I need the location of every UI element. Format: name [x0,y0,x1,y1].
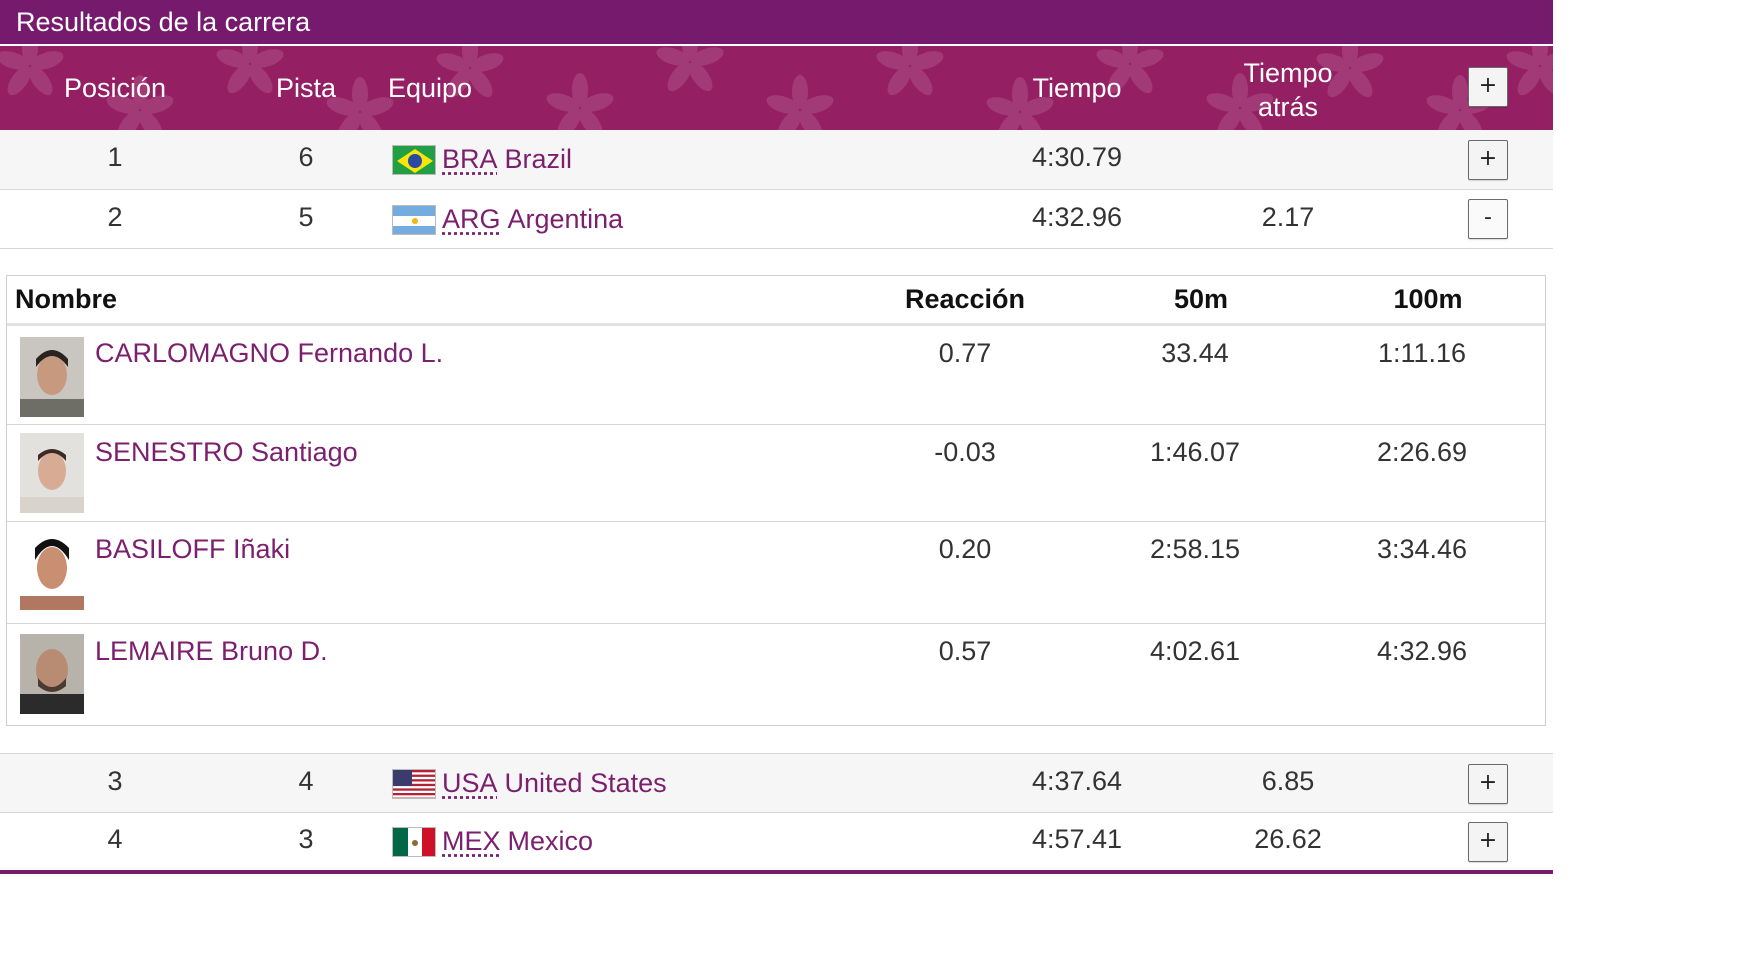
reaction-value: 0.77 [938,338,992,368]
lane-value: 4 [298,766,314,796]
team-cell: MEX Mexico [392,826,593,857]
time-value: 4:32.96 [1031,202,1123,232]
lane-value: 3 [298,824,314,854]
col-50m: 50m [1173,284,1229,314]
col-lane: Pista [275,73,337,103]
table-header: Posición Pista Equipo Tiempo Tiempo atrá… [0,46,1553,130]
split-50m-value: 1:46.07 [1149,437,1241,467]
team-name-link[interactable]: Mexico [507,826,594,856]
athlete-photo [20,433,84,513]
split-50m-value: 4:02.61 [1149,636,1241,666]
mexico-flag-icon [392,826,436,857]
argentina-flag-icon [392,204,436,235]
team-cell: ARG Argentina [392,204,623,235]
usa-flag-icon [392,768,436,799]
team-code-link[interactable]: BRA [442,144,498,174]
position-value: 4 [107,824,123,854]
time-behind-value: 26.62 [1254,824,1322,854]
athlete-row: LEMAIRE Bruno D. 0.57 4:02.61 4:32.96 [7,624,1545,725]
split-100m-value: 4:32.96 [1376,636,1468,666]
split-50m-value: 33.44 [1161,338,1229,368]
table-row: 1 6 BRA Brazil 4:30.79 + [0,130,1553,190]
team-name-link[interactable]: Argentina [507,204,624,234]
athlete-name-link[interactable]: SENESTRO Santiago [95,437,358,467]
team-cell: USA United States [392,768,667,799]
detail-header: Nombre Reacción 50m 100m [7,276,1545,326]
col-position: Posición [63,73,167,103]
expand-row-button[interactable]: + [1468,764,1508,804]
team-code-link[interactable]: USA [442,768,498,798]
athlete-name-link[interactable]: BASILOFF Iñaki [95,534,291,564]
athlete-row: SENESTRO Santiago -0.03 1:46.07 2:26.69 [7,425,1545,522]
team-name-link[interactable]: Brazil [504,144,573,174]
table-bottom-border [0,870,1553,874]
team-code-link[interactable]: ARG [442,204,501,234]
team-cell: BRA Brazil [392,144,572,175]
athlete-row: BASILOFF Iñaki 0.20 2:58.15 3:34.46 [7,522,1545,624]
team-code-link[interactable]: MEX [442,826,501,856]
split-100m-value: 3:34.46 [1376,534,1468,564]
athlete-name-link[interactable]: LEMAIRE Bruno D. [95,636,328,666]
collapse-row-button[interactable]: - [1468,199,1508,239]
athlete-photo [20,337,84,417]
time-behind-value: 6.85 [1261,766,1315,796]
expand-all-button[interactable]: + [1468,67,1508,107]
athlete-name-link[interactable]: CARLOMAGNO Fernando L. [95,338,444,368]
col-time-behind: Tiempo atrás [1243,58,1333,122]
reaction-value: -0.03 [934,437,996,467]
time-value: 4:57.41 [1031,824,1123,854]
athlete-row: CARLOMAGNO Fernando L. 0.77 33.44 1:11.1… [7,326,1545,425]
col-time: Tiempo [1032,73,1122,103]
team-name-link[interactable]: United States [504,768,667,798]
col-team: Equipo [388,73,473,103]
expand-row-button[interactable]: + [1468,140,1508,180]
brazil-flag-icon [392,144,436,175]
time-value: 4:30.79 [1031,142,1123,172]
table-row: 2 5 ARG Argentina 4:32.96 2.17 - [0,190,1553,249]
lane-value: 6 [298,142,314,172]
athlete-photo [20,634,84,714]
athlete-photo [20,530,84,610]
col-name: Nombre [15,284,118,314]
time-behind-value: 2.17 [1261,202,1315,232]
reaction-value: 0.57 [938,636,992,666]
table-row: 3 4 USA United States 4:37.64 6.85 + [0,753,1553,813]
reaction-value: 0.20 [938,534,992,564]
position-value: 1 [107,142,123,172]
lane-value: 5 [298,202,314,232]
position-value: 3 [107,766,123,796]
col-100m: 100m [1393,284,1463,314]
expand-row-button[interactable]: + [1468,822,1508,862]
page-title: Resultados de la carrera [0,0,1553,44]
split-100m-value: 1:11.16 [1377,338,1467,368]
time-value: 4:37.64 [1031,766,1123,796]
table-row: 4 3 MEX Mexico 4:57.41 26.62 + [0,813,1553,870]
split-100m-value: 2:26.69 [1376,437,1468,467]
col-reaction: Reacción [904,284,1026,314]
position-value: 2 [107,202,123,232]
athlete-detail-table: Nombre Reacción 50m 100m CARLOMAGNO Fern… [6,275,1546,726]
split-50m-value: 2:58.15 [1149,534,1241,564]
